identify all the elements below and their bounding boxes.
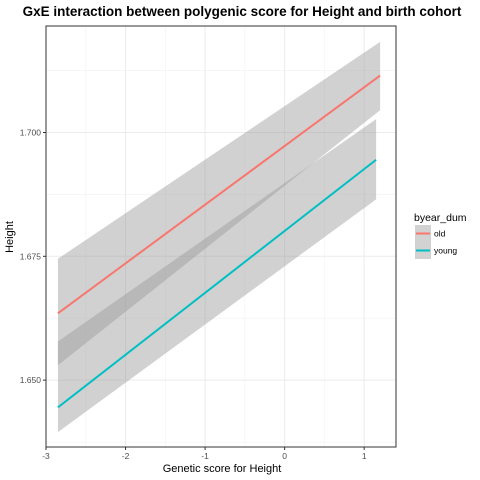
ribbon-young [57, 119, 377, 433]
y-axis: 1.650 1.675 1.700 [20, 127, 46, 385]
ribbon-old [57, 41, 381, 366]
confidence-ribbons [57, 41, 381, 433]
legend: byear_dum old young [414, 212, 467, 259]
x-tick-label: -1 [201, 451, 209, 461]
x-tick-label: 0 [282, 451, 287, 461]
line-young [57, 158, 377, 409]
plot-border [45, 25, 397, 448]
x-axis-title: Genetic score for Height [163, 463, 282, 475]
panel-border [45, 25, 397, 448]
minor-grid [46, 26, 396, 447]
chart-title: GxE interaction between polygenic score … [23, 4, 462, 19]
x-tick-label: -3 [42, 451, 50, 461]
legend-title: byear_dum [414, 212, 467, 224]
x-tick-label: -2 [122, 451, 130, 461]
y-tick-label: 1.700 [20, 127, 42, 137]
y-axis-title: Height [4, 221, 16, 253]
plot-panel [46, 26, 396, 447]
x-axis: -3 -2 -1 0 1 [42, 447, 367, 461]
y-tick-label: 1.675 [20, 251, 42, 261]
legend-label-young: young [434, 246, 457, 256]
line-old [57, 74, 381, 315]
y-tick-label: 1.650 [20, 375, 42, 385]
legend-label-old: old [434, 229, 446, 239]
plot-background [46, 26, 396, 447]
x-tick-label: 1 [362, 451, 367, 461]
series-lines [57, 74, 381, 409]
